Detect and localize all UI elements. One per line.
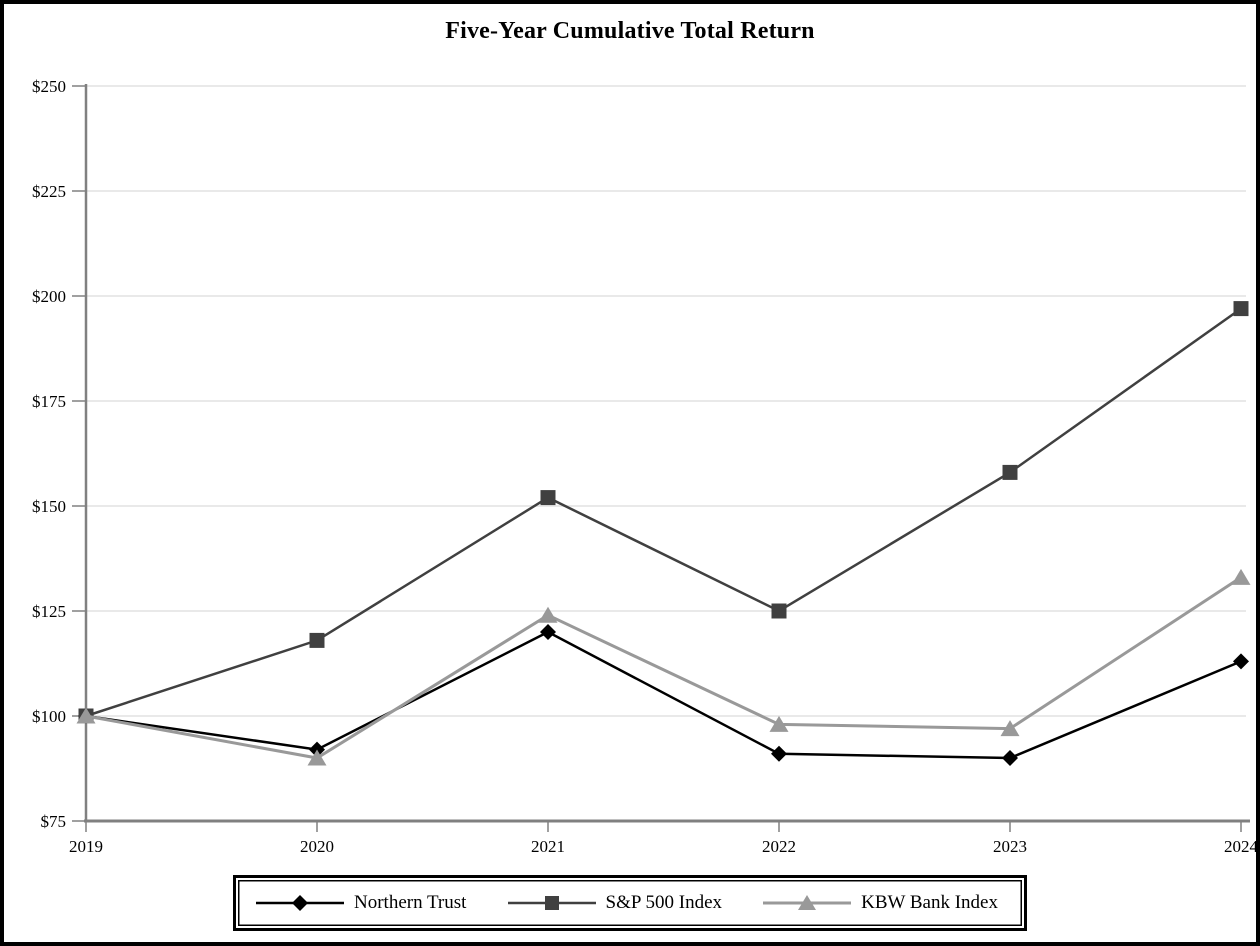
triangle-marker-icon xyxy=(763,895,852,910)
svg-text:2022: 2022 xyxy=(762,837,796,856)
legend-item-northern-trust: Northern Trust xyxy=(254,892,466,914)
legend-item-kbw: KBW Bank Index xyxy=(761,892,998,914)
svg-text:2020: 2020 xyxy=(300,837,334,856)
svg-text:$150: $150 xyxy=(32,497,66,516)
legend: Northern Trust S&P 500 Index KBW Bank In… xyxy=(233,875,1027,931)
legend-label-kbw: KBW Bank Index xyxy=(861,892,998,913)
svg-text:$175: $175 xyxy=(32,392,66,411)
svg-text:$200: $200 xyxy=(32,287,66,306)
svg-text:$125: $125 xyxy=(32,602,66,621)
svg-text:$250: $250 xyxy=(32,77,66,96)
legend-item-sp500: S&P 500 Index xyxy=(506,892,722,914)
legend-label-northern-trust: Northern Trust xyxy=(354,892,467,913)
svg-text:2019: 2019 xyxy=(69,837,103,856)
svg-text:2023: 2023 xyxy=(993,837,1027,856)
square-marker-icon xyxy=(507,896,596,910)
svg-text:2021: 2021 xyxy=(531,837,565,856)
svg-text:2024: 2024 xyxy=(1224,837,1256,856)
legend-label-sp500: S&P 500 Index xyxy=(605,892,723,913)
svg-text:$100: $100 xyxy=(32,707,66,726)
diamond-marker-icon xyxy=(256,895,344,911)
chart-canvas: $75 $100 $125 $150 $175 $200 $225 $250 2019 2020 2… xyxy=(32,77,1256,856)
svg-text:$225: $225 xyxy=(32,182,66,201)
svg-text:$75: $75 xyxy=(41,812,67,831)
chart-title: Five-Year Cumulative Total Return xyxy=(445,18,815,44)
